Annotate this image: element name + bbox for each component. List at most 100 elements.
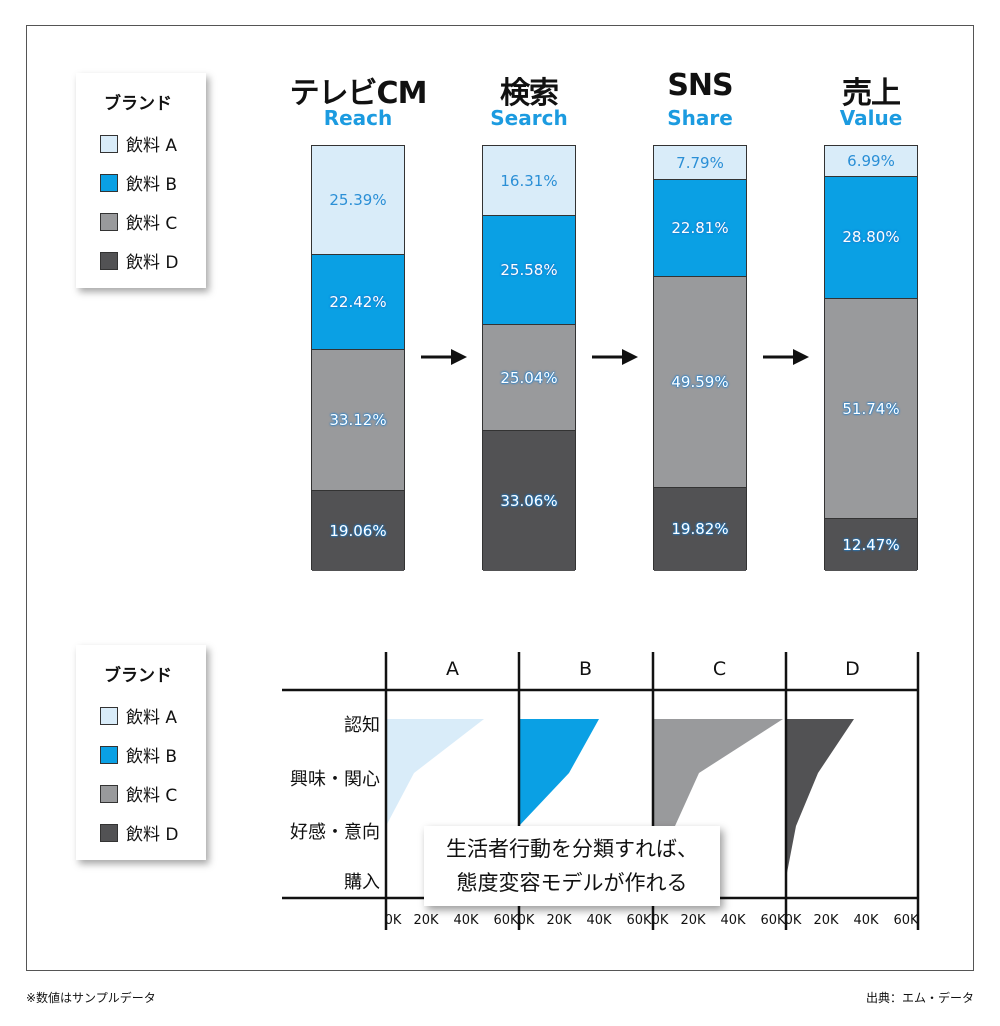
legend-label: 飲料 D bbox=[126, 253, 179, 273]
legend-swatch bbox=[100, 251, 118, 270]
x-tick-label: 20K bbox=[546, 913, 572, 928]
stacked-bar: 7.79% 22.81% 49.59% 19.82% bbox=[653, 145, 747, 571]
bar-segment: 28.80% bbox=[825, 175, 917, 299]
legend-label: 飲料 A bbox=[126, 708, 178, 728]
bar-segment: 19.06% bbox=[312, 489, 404, 571]
x-tick-label: 60K bbox=[893, 913, 919, 928]
bar-value-label: 6.99% bbox=[847, 151, 895, 170]
x-tick-label: 40K bbox=[453, 913, 479, 928]
bar-value-label: 25.58% bbox=[500, 261, 558, 280]
bar-value-label: 19.82% bbox=[671, 520, 729, 539]
bar-segment: 25.04% bbox=[483, 324, 575, 431]
legend-top: ブランド 飲料 A 飲料 B 飲料 C 飲料 D bbox=[76, 73, 206, 288]
bar-column-subtitle: Search bbox=[490, 106, 568, 130]
legend-swatch bbox=[100, 745, 118, 764]
bar-segment: 19.82% bbox=[654, 486, 746, 571]
bar-segment: 49.59% bbox=[654, 276, 746, 487]
panel-header: D bbox=[845, 658, 860, 680]
legend-label: 飲料 C bbox=[126, 786, 178, 806]
legend-label: 飲料 A bbox=[126, 136, 178, 156]
bar-segment: 33.06% bbox=[483, 430, 575, 571]
callout-line-2: 態度変容モデルが作れる bbox=[456, 871, 688, 895]
legend-bottom: ブランド 飲料 A 飲料 B 飲料 C 飲料 D bbox=[76, 645, 206, 860]
bar-value-label: 16.31% bbox=[500, 171, 558, 190]
legend-title: ブランド bbox=[104, 94, 172, 114]
bar-segment: 51.74% bbox=[825, 298, 917, 518]
legend-swatch bbox=[100, 784, 118, 803]
x-tick-label: 40K bbox=[586, 913, 612, 928]
x-tick-label: 60K bbox=[626, 913, 652, 928]
x-tick-label: 0K bbox=[651, 913, 669, 928]
bar-segment: 12.47% bbox=[825, 518, 917, 571]
funnel-area bbox=[519, 719, 599, 878]
legend-swatch bbox=[100, 212, 118, 231]
bar-value-label: 7.79% bbox=[676, 153, 724, 172]
bar-column-title: テレビCM bbox=[289, 76, 428, 111]
bar-value-label: 51.74% bbox=[842, 399, 900, 418]
legend-item: 飲料 C bbox=[100, 202, 206, 241]
panel-header: A bbox=[446, 658, 459, 680]
x-tick-label: 40K bbox=[720, 913, 746, 928]
legend-label: 飲料 B bbox=[126, 175, 178, 195]
bar-value-label: 22.81% bbox=[671, 219, 729, 238]
bar-value-label: 28.80% bbox=[842, 228, 900, 247]
bar-column-subtitle: Reach bbox=[323, 106, 393, 130]
x-tick-label: 0K bbox=[517, 913, 535, 928]
funnel-area bbox=[786, 719, 854, 878]
bar-value-label: 49.59% bbox=[671, 372, 729, 391]
arrow-right-icon bbox=[421, 349, 467, 365]
x-tick-label: 0K bbox=[784, 913, 802, 928]
bar-segment: 7.79% bbox=[654, 146, 746, 180]
bar-segment: 22.81% bbox=[654, 179, 746, 277]
legend-item: 飲料 B bbox=[100, 735, 206, 774]
x-tick-label: 40K bbox=[853, 913, 879, 928]
legend-item: 飲料 C bbox=[100, 774, 206, 813]
legend-swatch bbox=[100, 823, 118, 842]
stage-label: 購入 bbox=[344, 872, 380, 893]
bar-column-title: 売上 bbox=[842, 76, 901, 111]
bar-column-title: SNS bbox=[667, 68, 733, 103]
x-tick-label: 20K bbox=[680, 913, 706, 928]
x-tick-label: 20K bbox=[413, 913, 439, 928]
legend-item: 飲料 B bbox=[100, 163, 206, 202]
legend-swatch bbox=[100, 173, 118, 192]
callout-line-1: 生活者行動を分類すれば、 bbox=[446, 837, 698, 861]
stage-label: 好感・意向 bbox=[290, 822, 380, 843]
bar-value-label: 22.42% bbox=[329, 293, 387, 312]
legend-item: 飲料 D bbox=[100, 813, 206, 852]
x-tick-label: 60K bbox=[493, 913, 519, 928]
stacked-bar: 16.31% 25.58% 25.04% 33.06% bbox=[482, 145, 576, 571]
legend-swatch bbox=[100, 134, 118, 153]
legend-item: 飲料 A bbox=[100, 124, 206, 163]
legend-label: 飲料 D bbox=[126, 825, 179, 845]
bar-value-label: 19.06% bbox=[329, 521, 387, 540]
bar-value-label: 25.39% bbox=[329, 190, 387, 209]
footer-source: 出典：エム・データ bbox=[865, 991, 974, 1005]
bar-column-title: 検索 bbox=[500, 76, 559, 111]
arrow-right-icon bbox=[592, 349, 638, 365]
bar-value-label: 33.12% bbox=[329, 411, 387, 430]
callout-box: 生活者行動を分類すれば、 態度変容モデルが作れる bbox=[424, 826, 720, 906]
legend-item: 飲料 A bbox=[100, 696, 206, 735]
stage-label: 興味・関心 bbox=[290, 769, 380, 790]
arrow-right-icon bbox=[763, 349, 809, 365]
bar-value-label: 33.06% bbox=[500, 492, 558, 511]
x-tick-label: 0K bbox=[384, 913, 402, 928]
funnel-area bbox=[386, 719, 484, 878]
bar-segment: 16.31% bbox=[483, 146, 575, 216]
bar-column-subtitle: Value bbox=[839, 106, 903, 130]
bar-segment: 25.58% bbox=[483, 215, 575, 325]
panel-header: B bbox=[578, 658, 593, 680]
legend-item: 飲料 D bbox=[100, 241, 206, 280]
legend-label: 飲料 C bbox=[126, 214, 178, 234]
x-tick-label: 60K bbox=[760, 913, 786, 928]
stage-label: 認知 bbox=[344, 715, 380, 736]
bar-segment: 33.12% bbox=[312, 349, 404, 490]
bar-column-subtitle: Share bbox=[667, 106, 733, 130]
bar-segment: 6.99% bbox=[825, 146, 917, 176]
stacked-bar: 25.39% 22.42% 33.12% 19.06% bbox=[311, 145, 405, 571]
legend-swatch bbox=[100, 706, 118, 725]
stacked-bar: 6.99% 28.80% 51.74% 12.47% bbox=[824, 145, 918, 571]
panel-header: C bbox=[712, 658, 727, 680]
bar-segment: 25.39% bbox=[312, 146, 404, 254]
